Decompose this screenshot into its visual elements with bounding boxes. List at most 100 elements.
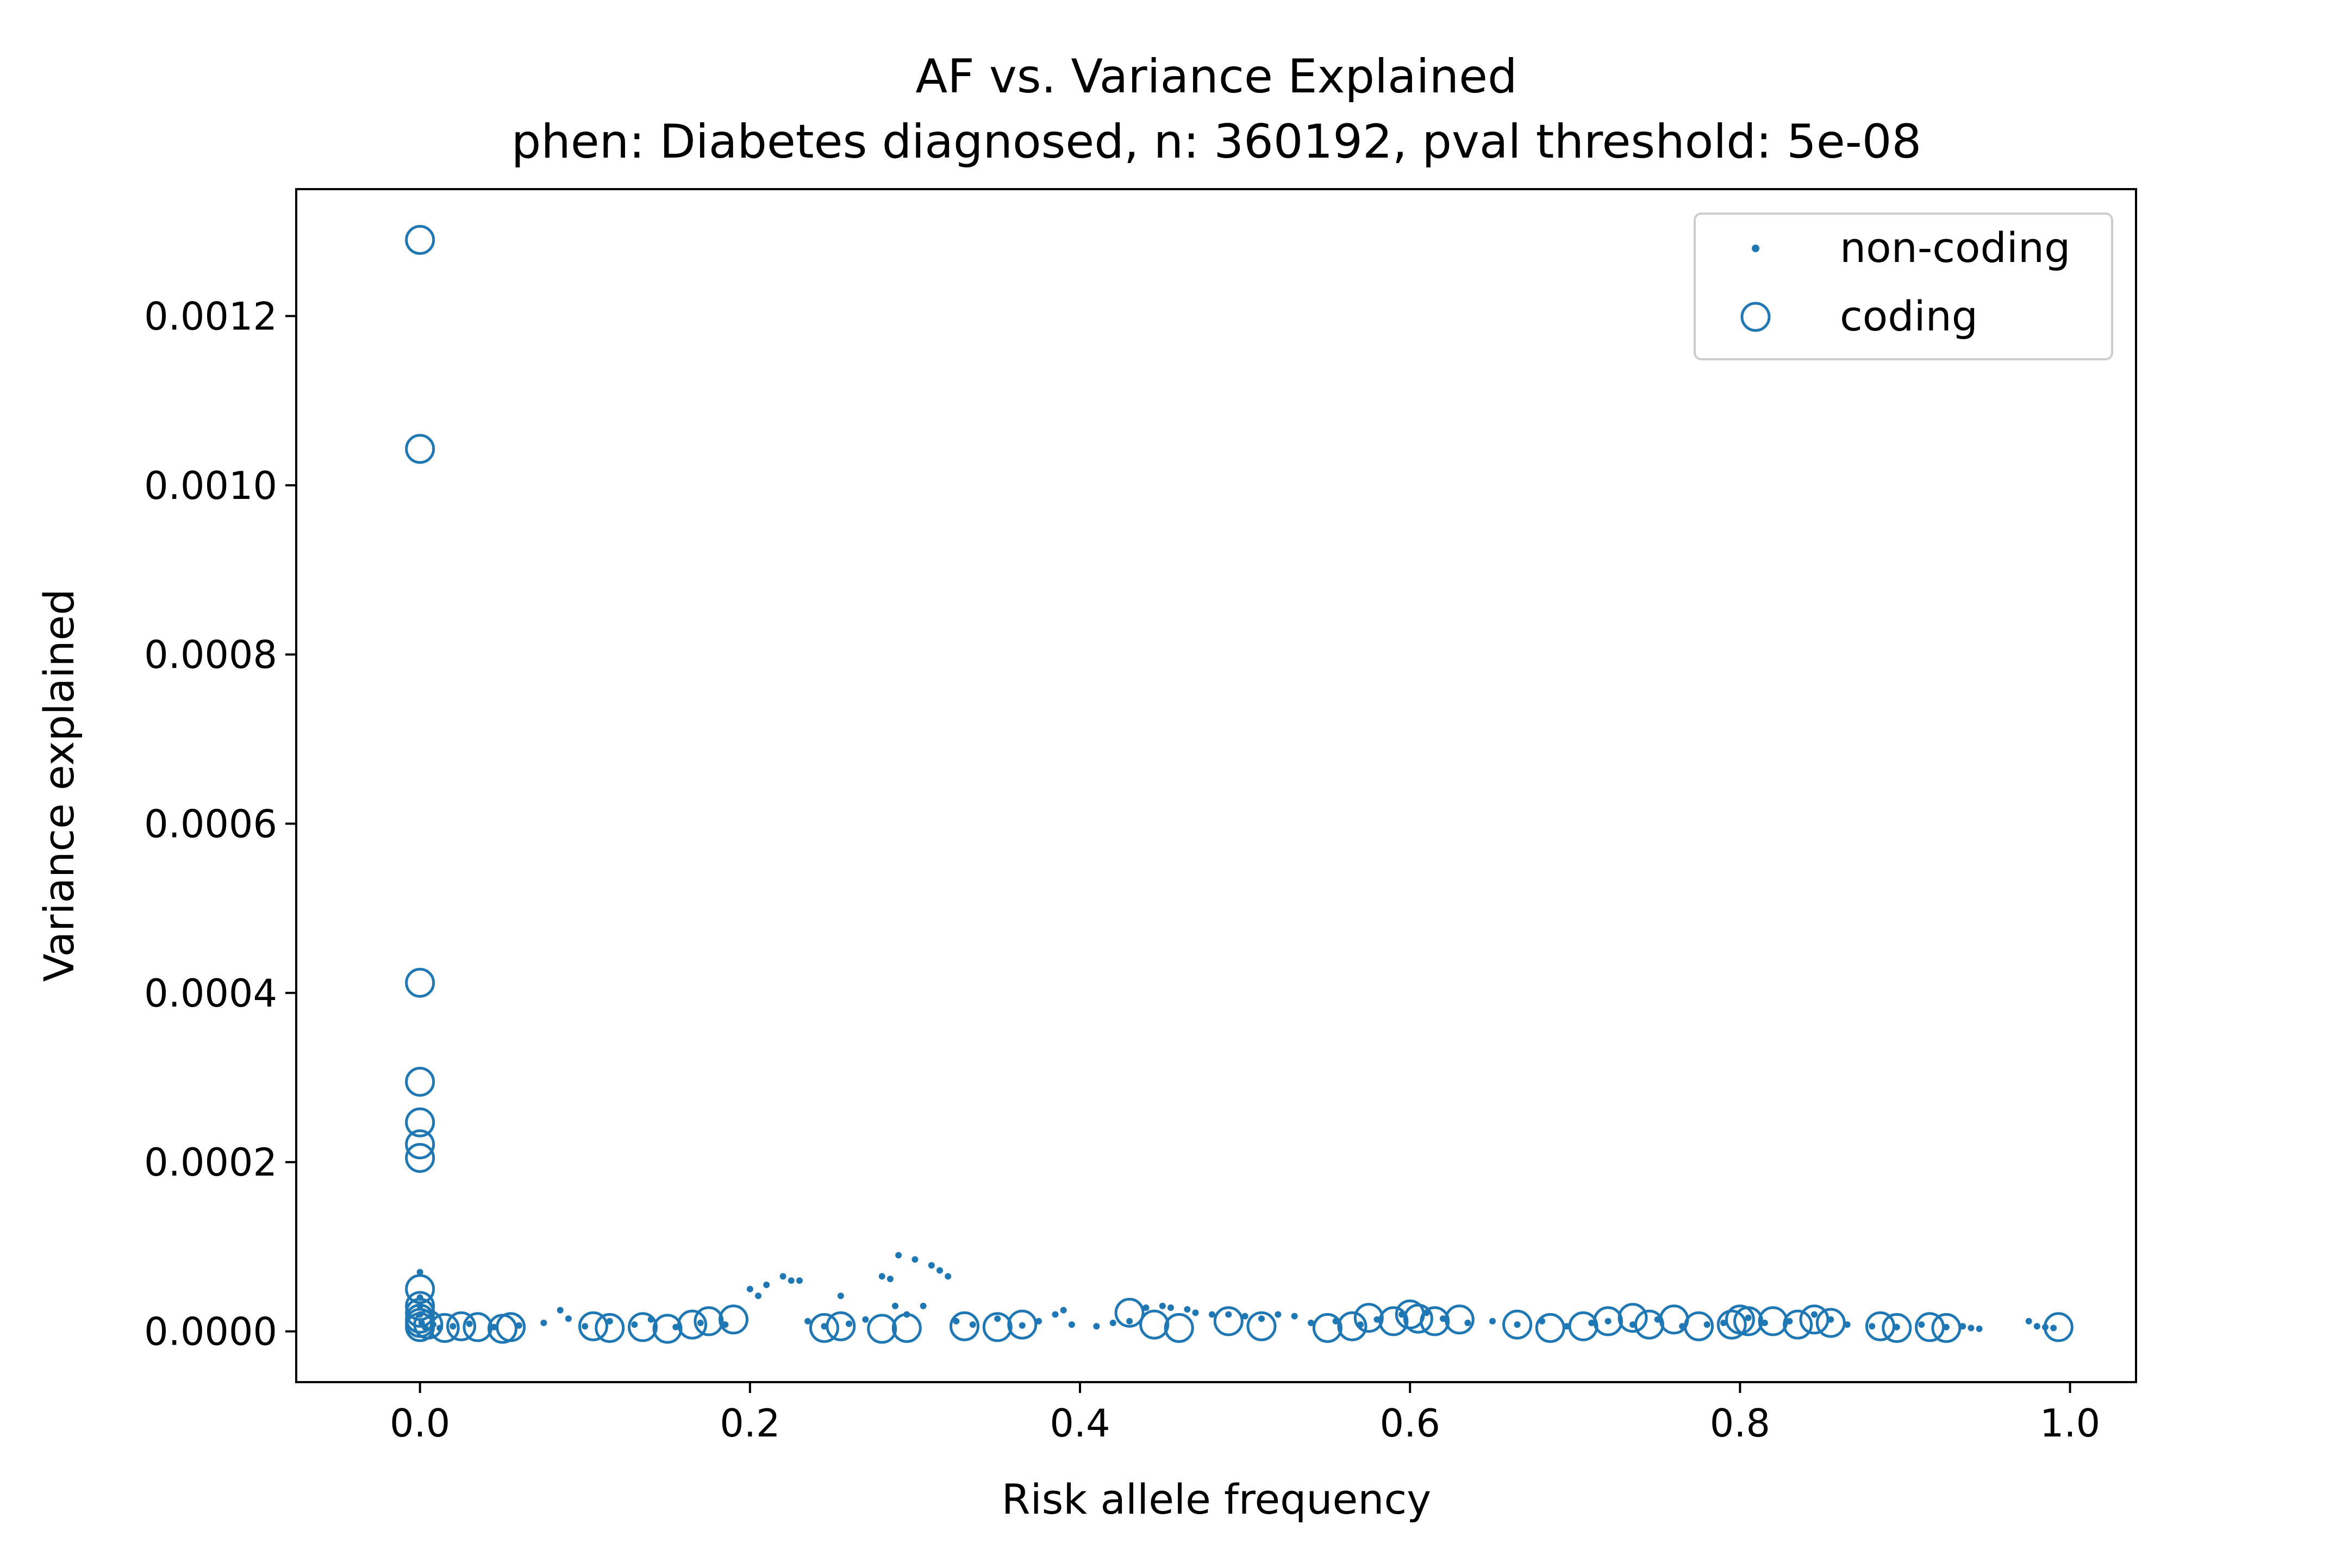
non-coding-point — [565, 1315, 572, 1322]
coding-point — [1337, 1311, 1367, 1341]
coding-point — [1420, 1306, 1450, 1336]
y-tick-label: 0.0002 — [144, 1140, 277, 1185]
coding-point — [1783, 1309, 1813, 1340]
non-coding-point — [1464, 1320, 1471, 1327]
x-tick-label: 0.4 — [1050, 1401, 1110, 1446]
non-coding-point — [1019, 1322, 1026, 1329]
non-coding-point — [796, 1277, 803, 1284]
non-coding-point — [1184, 1306, 1191, 1313]
non-coding-point — [1225, 1311, 1232, 1318]
x-tick-label: 0.8 — [1710, 1401, 1770, 1446]
coding-point — [1593, 1306, 1623, 1336]
y-axis-label: Variance explained — [35, 589, 83, 982]
coding-point — [1502, 1309, 1533, 1340]
coding-point — [628, 1312, 658, 1342]
coding-point — [867, 1314, 897, 1344]
non-coding-point — [557, 1307, 564, 1314]
non-coding-point — [449, 1323, 457, 1330]
plot-marks — [405, 224, 2074, 1344]
coding-point — [652, 1314, 683, 1344]
y-axis: 0.0000 0.0002 0.0004 0.0006 0.0008 0.0010 0.00… — [144, 295, 296, 1354]
non-coding-point — [945, 1273, 952, 1280]
non-coding-point — [920, 1302, 927, 1309]
coding-point — [405, 1107, 435, 1138]
coding-point — [809, 1313, 839, 1343]
non-coding-point — [416, 1269, 423, 1276]
coding-point — [405, 434, 435, 464]
non-coding-point — [969, 1321, 976, 1328]
non-coding-point — [2025, 1317, 2032, 1325]
non-coding-point — [895, 1252, 902, 1259]
non-coding-point — [1126, 1317, 1133, 1325]
x-tick-label: 0.0 — [390, 1401, 450, 1446]
non-coding-point — [1258, 1315, 1265, 1322]
coding-point — [1246, 1311, 1277, 1341]
non-coding-point — [1142, 1304, 1150, 1311]
x-tick-label: 1.0 — [2040, 1401, 2100, 1446]
coding-point — [1799, 1304, 1829, 1335]
non-coding-point — [1629, 1321, 1637, 1328]
legend-label-non-coding: non-coding — [1840, 223, 2070, 272]
non-coding-point — [1786, 1317, 1793, 1325]
non-coding-point — [878, 1273, 885, 1280]
coding-point — [405, 1274, 435, 1304]
non-coding-point — [886, 1276, 894, 1283]
coding-point — [1535, 1313, 1565, 1343]
coding-point — [982, 1312, 1013, 1342]
non-coding-point — [1745, 1314, 1752, 1321]
non-coding-point — [1827, 1316, 1834, 1323]
non-coding-point — [1192, 1309, 1199, 1316]
plot-frame — [295, 188, 2137, 1383]
non-coding-point — [911, 1256, 919, 1263]
coding-point — [1634, 1309, 1664, 1340]
non-coding-point — [540, 1320, 547, 1327]
non-coding-point — [763, 1281, 770, 1288]
non-coding-point — [1291, 1313, 1298, 1320]
coding-point — [1659, 1304, 1689, 1335]
non-coding-point — [821, 1323, 828, 1330]
legend: non-coding coding — [1694, 213, 2113, 360]
non-coding-point — [1275, 1311, 1282, 1318]
non-coding-point — [491, 1323, 498, 1330]
non-coding-point — [2033, 1323, 2040, 1330]
non-coding-point — [755, 1292, 762, 1300]
coding-point — [496, 1312, 526, 1342]
coding-point — [891, 1313, 922, 1343]
x-tick-label: 0.2 — [720, 1401, 780, 1446]
non-coding-point — [466, 1320, 473, 1327]
non-coding-point — [631, 1321, 638, 1328]
non-coding-point — [582, 1323, 589, 1330]
legend-circle-marker — [1740, 302, 1771, 332]
coding-point — [405, 224, 435, 255]
x-tick-label: 0.6 — [1380, 1401, 1440, 1446]
coding-point — [429, 1313, 460, 1343]
non-coding-point — [1109, 1320, 1116, 1327]
non-coding-point — [1035, 1317, 1042, 1325]
non-coding-point — [892, 1302, 899, 1309]
coding-point — [1139, 1309, 1170, 1340]
non-coding-point — [1943, 1323, 1950, 1330]
non-coding-point — [788, 1277, 795, 1284]
non-coding-point — [1918, 1321, 1925, 1328]
non-coding-point — [746, 1285, 753, 1292]
non-coding-point — [606, 1317, 613, 1325]
coding-point — [1815, 1308, 1846, 1338]
coding-point — [1931, 1313, 1962, 1343]
non-coding-point — [1241, 1313, 1248, 1320]
non-coding-point — [1514, 1321, 1521, 1328]
coding-point — [1164, 1313, 1194, 1343]
coding-point — [1007, 1309, 1038, 1340]
coding-point — [1683, 1311, 1714, 1341]
non-coding-point — [862, 1316, 869, 1323]
coding-point — [1312, 1313, 1342, 1343]
coding-point — [950, 1311, 980, 1341]
coding-point — [578, 1311, 608, 1341]
y-tick-label: 0.0008 — [144, 633, 277, 677]
chart-title: AF vs. Variance Explained — [915, 49, 1517, 104]
coding-point — [826, 1311, 856, 1341]
coding-point — [1882, 1313, 1912, 1343]
coding-point — [1733, 1306, 1764, 1336]
coding-point — [595, 1313, 625, 1343]
coding-point — [405, 1142, 435, 1173]
